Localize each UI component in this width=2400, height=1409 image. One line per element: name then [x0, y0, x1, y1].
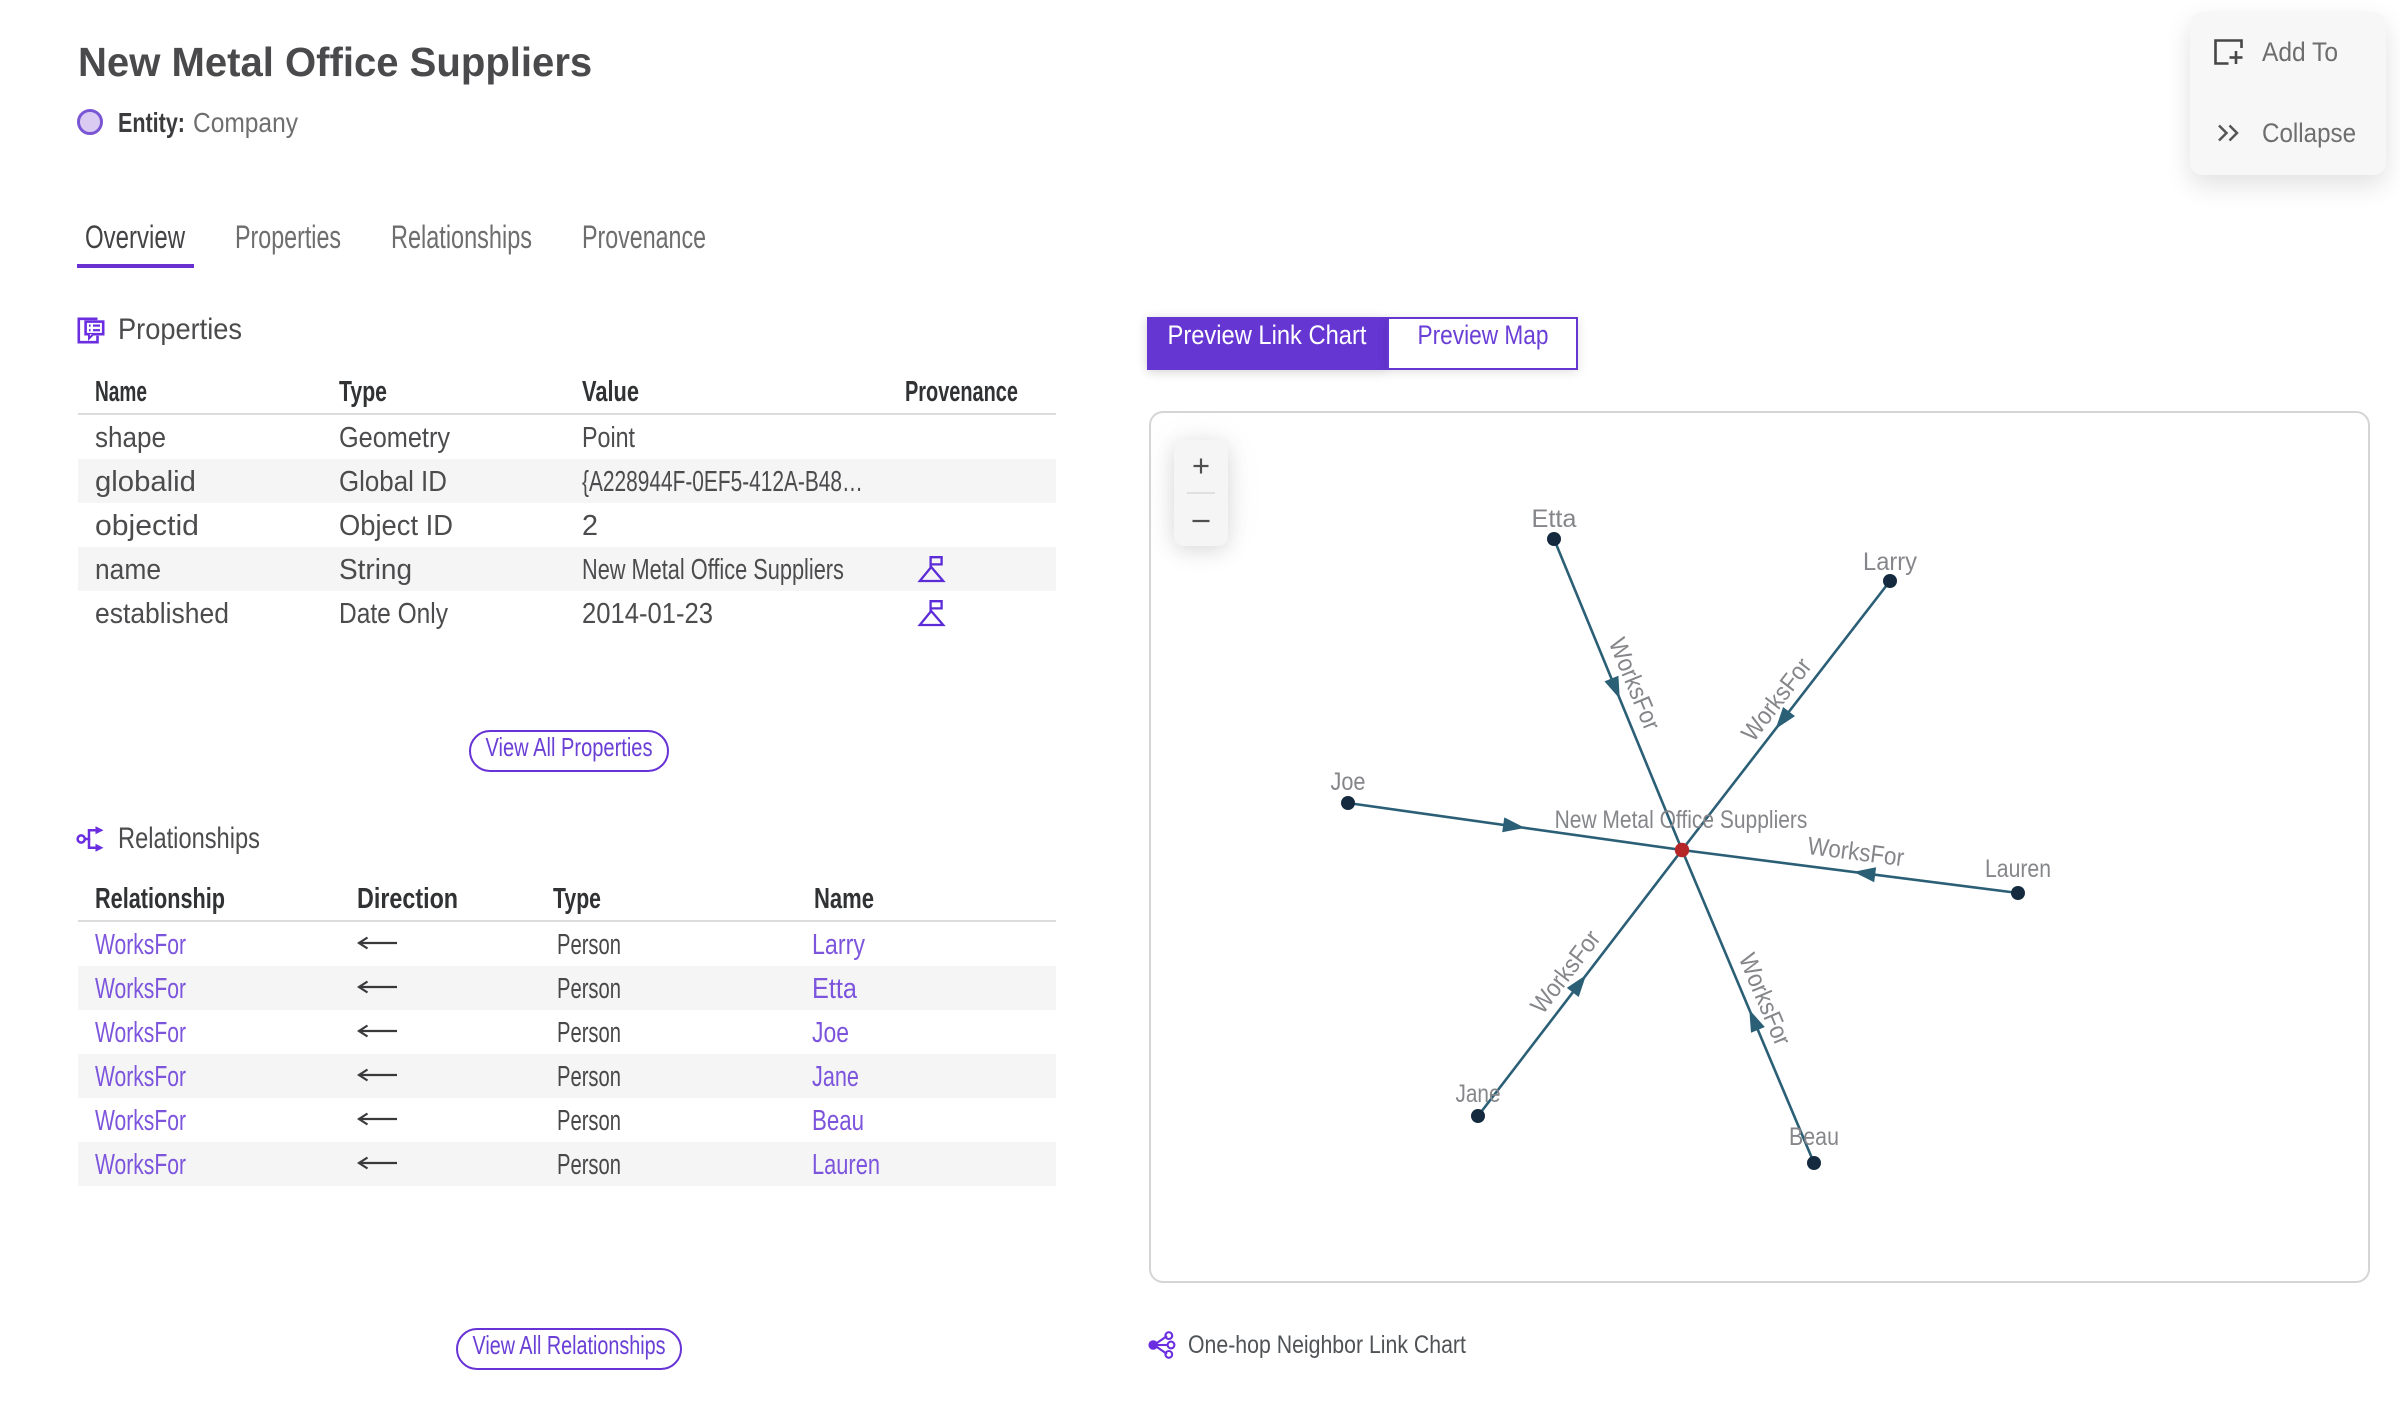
- svg-text:WorksFor: WorksFor: [1733, 949, 1797, 1049]
- svg-text:WorksFor: WorksFor: [1806, 832, 1906, 872]
- svg-text:WorksFor: WorksFor: [1736, 653, 1818, 747]
- svg-text:Beau: Beau: [1789, 1122, 1839, 1150]
- svg-text:New Metal Office Suppliers: New Metal Office Suppliers: [1555, 805, 1808, 833]
- svg-text:Lauren: Lauren: [1985, 854, 2051, 882]
- svg-text:Larry: Larry: [1863, 548, 1918, 576]
- svg-text:WorksFor: WorksFor: [1525, 925, 1607, 1019]
- svg-text:Jane: Jane: [1456, 1079, 1501, 1107]
- svg-text:Etta: Etta: [1531, 505, 1576, 533]
- svg-text:Joe: Joe: [1331, 768, 1366, 796]
